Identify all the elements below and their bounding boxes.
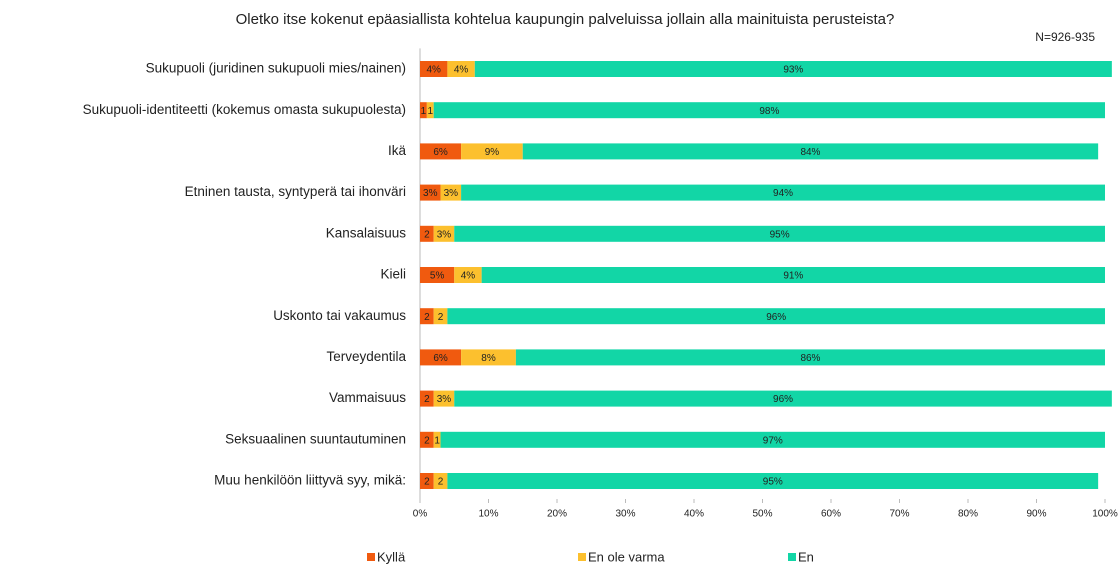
data-label: 9% — [485, 147, 500, 158]
bar-segment — [461, 349, 516, 366]
bar-segment — [474, 61, 1112, 77]
data-label: 3% — [423, 188, 438, 199]
bar-segment — [433, 225, 455, 242]
y-tick-label: Kieli — [380, 267, 406, 282]
data-label: 96% — [773, 394, 793, 405]
y-tick-label: Muu henkilöön liittyvä syy, mikä: — [214, 473, 406, 488]
y-tick-label: Sukupuoli-identiteetti (kokemus omasta s… — [83, 102, 406, 117]
data-label: 6% — [433, 147, 448, 158]
bar-segment — [420, 390, 434, 407]
data-label: 2 — [438, 477, 444, 488]
legend-label: Kyllä — [377, 549, 406, 564]
y-tick-label: Etninen tausta, syntyperä tai ihonväri — [185, 184, 406, 199]
x-tick-label: 30% — [615, 509, 635, 520]
data-label: 86% — [800, 353, 820, 364]
x-tick-label: 60% — [821, 509, 841, 520]
y-tick-label: Seksuaalinen suuntautuminen — [225, 431, 406, 446]
data-label: 4% — [454, 65, 469, 76]
data-label: 1 — [427, 106, 433, 117]
y-tick-label: Ikä — [388, 143, 407, 158]
bar-segment — [420, 431, 434, 448]
bar-segment — [522, 143, 1099, 160]
bar-segment — [420, 143, 462, 160]
data-label: 1 — [421, 106, 427, 117]
x-tick-label: 0% — [413, 509, 428, 520]
legend-swatch — [788, 553, 796, 561]
bar-segment — [420, 102, 427, 119]
bar-segment — [454, 225, 1105, 242]
data-label: 2 — [424, 394, 430, 405]
x-tick-label: 50% — [752, 509, 772, 520]
data-label: 3% — [437, 394, 452, 405]
bar-segment — [454, 390, 1112, 407]
x-tick-label: 70% — [889, 509, 909, 520]
x-tick-label: 100% — [1092, 509, 1118, 520]
data-label: 2 — [424, 477, 430, 488]
bar-segment — [433, 308, 448, 325]
data-label: 94% — [773, 188, 793, 199]
bar-segment — [433, 431, 441, 448]
data-label: 91% — [783, 271, 803, 282]
y-tick-label: Kansalaisuus — [326, 225, 407, 240]
data-label: 98% — [759, 106, 779, 117]
bar-segment — [426, 102, 434, 119]
legend-swatch — [367, 553, 375, 561]
x-tick-label: 20% — [547, 509, 567, 520]
bar-segment — [420, 225, 434, 242]
data-label: 95% — [763, 477, 783, 488]
data-label: 93% — [783, 65, 803, 76]
bar-segment — [515, 349, 1105, 366]
bar-segment — [433, 473, 448, 489]
data-label: 1 — [434, 435, 440, 446]
data-label: 2 — [424, 312, 430, 323]
data-label: 97% — [763, 435, 783, 446]
x-tick-label: 40% — [684, 509, 704, 520]
bar-segment — [420, 267, 455, 283]
bar-segment — [447, 61, 475, 77]
bar-segment — [447, 308, 1105, 325]
y-tick-label: Terveydentila — [326, 349, 406, 364]
data-label: 96% — [766, 312, 786, 323]
bar-segment — [420, 61, 448, 77]
bar-segment — [420, 349, 462, 366]
bar-segment — [433, 102, 1105, 119]
y-tick-label: Vammaisuus — [329, 390, 406, 405]
chart-title: Oletko itse kokenut epäasiallista kohtel… — [236, 11, 895, 28]
data-label: 2 — [424, 435, 430, 446]
bar-segment — [461, 143, 523, 160]
bar-segment — [420, 184, 441, 201]
bar-segment — [420, 308, 434, 325]
bar-segment — [420, 473, 434, 489]
legend-swatch — [578, 553, 586, 561]
legend-label: En — [798, 549, 814, 564]
y-tick-label: Uskonto tai vakaumus — [273, 308, 406, 323]
y-tick-label: Sukupuoli (juridinen sukupuoli mies/nain… — [146, 61, 406, 76]
data-label: 3% — [444, 188, 459, 199]
bar-segment — [481, 267, 1105, 283]
x-tick-label: 10% — [478, 509, 498, 520]
bar-segment — [440, 431, 1105, 448]
chart-subtitle: N=926-935 — [1035, 30, 1095, 44]
bar-segment — [454, 267, 482, 283]
data-label: 84% — [800, 147, 820, 158]
x-tick-label: 90% — [1026, 509, 1046, 520]
legend-label: En ole varma — [588, 549, 665, 564]
data-label: 5% — [430, 271, 445, 282]
bar-segment — [461, 184, 1106, 201]
data-label: 2 — [438, 312, 444, 323]
data-label: 3% — [437, 229, 452, 240]
data-label: 4% — [426, 65, 441, 76]
data-label: 95% — [770, 229, 790, 240]
data-label: 4% — [461, 271, 476, 282]
bar-segment — [433, 390, 455, 407]
data-label: 6% — [433, 353, 448, 364]
bar-segment — [440, 184, 462, 201]
bar-segment — [447, 473, 1099, 489]
data-label: 2 — [424, 229, 430, 240]
x-tick-label: 80% — [958, 509, 978, 520]
data-label: 8% — [481, 353, 496, 364]
